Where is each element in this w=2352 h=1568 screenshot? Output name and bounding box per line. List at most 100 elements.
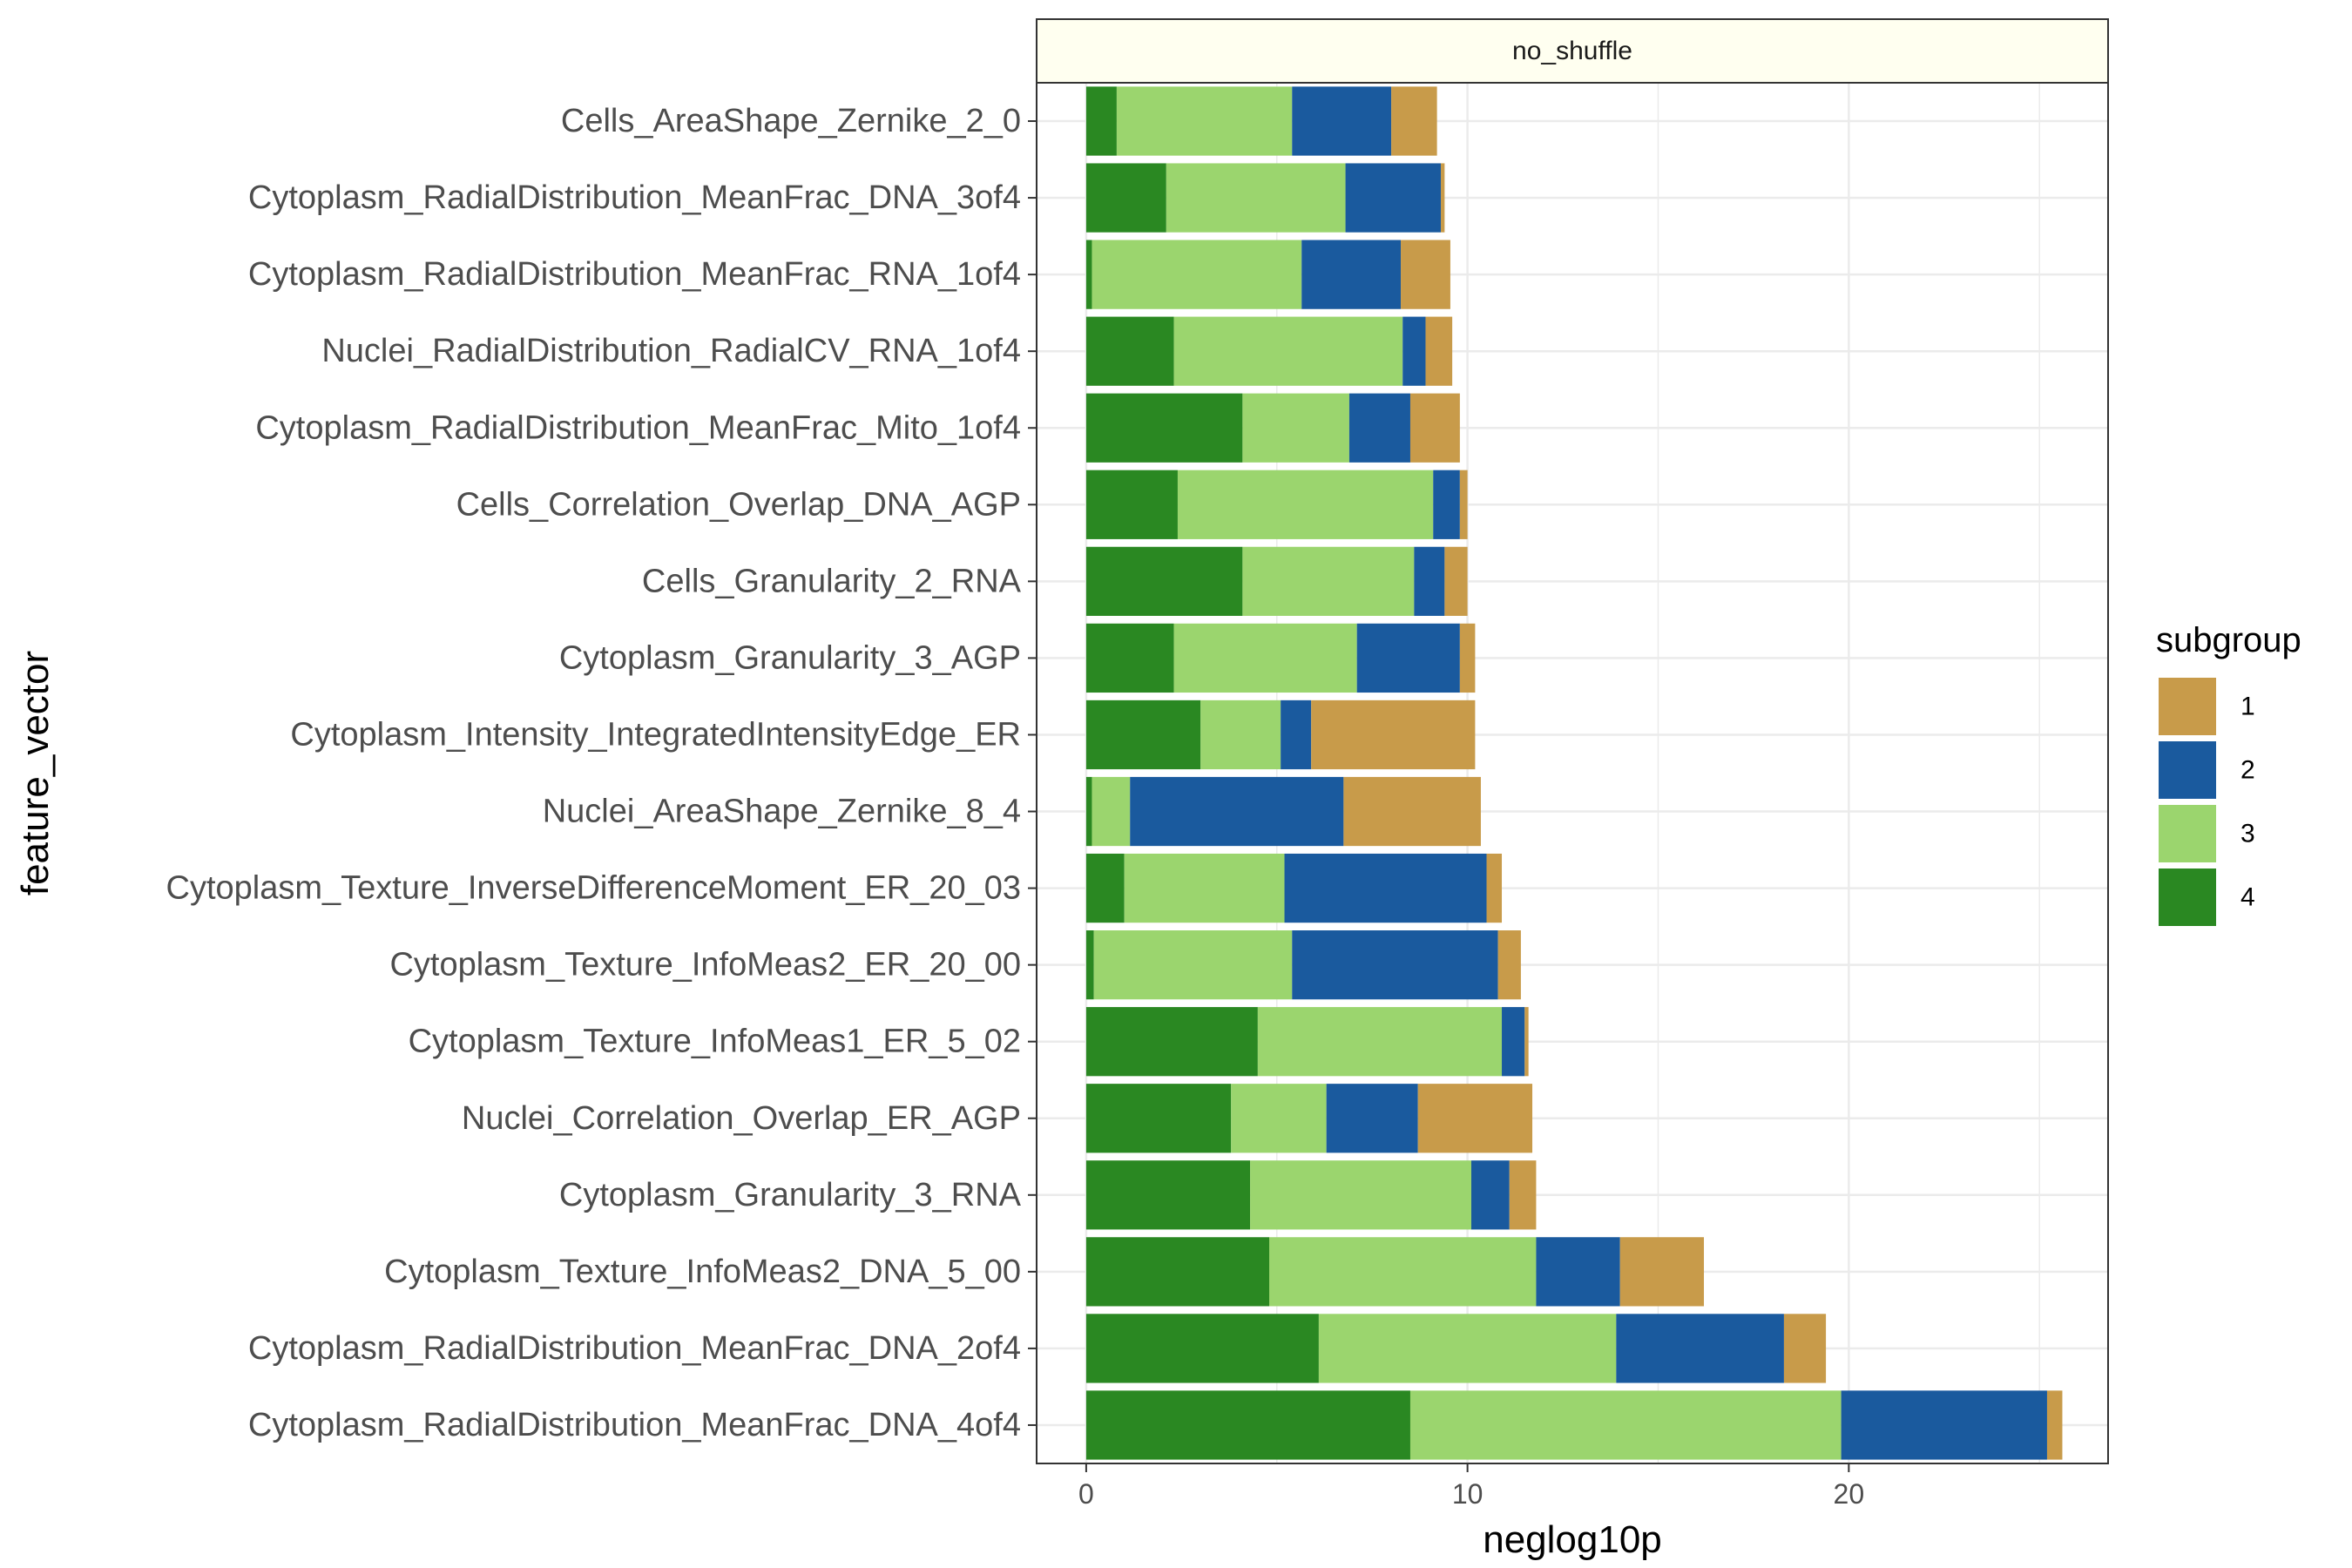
bar-segment-subgroup-4 (1085, 623, 1174, 693)
bar-segment-subgroup-4 (1085, 1084, 1232, 1153)
bar-segment-subgroup-2 (1414, 546, 1445, 616)
y-tick-label: Cells_Correlation_Overlap_DNA_AGP (456, 486, 1021, 523)
bar-segment-subgroup-1 (1440, 163, 1445, 233)
legend-key-2 (2159, 741, 2216, 799)
bar-segment-subgroup-1 (1619, 1237, 1705, 1307)
y-tick-label: Cytoplasm_Granularity_3_AGP (559, 639, 1021, 676)
bar-segment-subgroup-3 (1177, 470, 1434, 539)
y-tick-label: Cytoplasm_Texture_InverseDifferenceMomen… (166, 870, 1022, 907)
bar-segment-subgroup-1 (1509, 1160, 1537, 1230)
bar-segment-subgroup-1 (1425, 316, 1453, 386)
x-tick-label: 10 (1452, 1478, 1484, 1510)
bar-segment-subgroup-4 (1085, 1007, 1258, 1077)
y-axis: Cells_AreaShape_Zernike_2_0 Cytoplasm_Rad… (166, 103, 1037, 1443)
bar-segment-subgroup-1 (1497, 930, 1521, 1000)
bar-segment-subgroup-4 (1085, 470, 1178, 539)
bar-segment-subgroup-1 (1444, 546, 1468, 616)
legend-key-3 (2159, 805, 2216, 862)
bar-segment-subgroup-2 (1536, 1237, 1620, 1307)
legend-label: 1 (2240, 693, 2255, 721)
y-tick-label: Cytoplasm_RadialDistribution_MeanFrac_DN… (248, 179, 1021, 216)
bar-segment-subgroup-4 (1085, 930, 1094, 1000)
x-tick-label: 20 (1834, 1478, 1865, 1510)
bar-segment-subgroup-3 (1093, 930, 1293, 1000)
bar-segment-subgroup-2 (1281, 700, 1312, 770)
bar-segment-subgroup-1 (1391, 86, 1437, 156)
y-tick-label: Cytoplasm_RadialDistribution_MeanFrac_RN… (248, 256, 1021, 293)
bar-segment-subgroup-3 (1166, 163, 1346, 233)
bar-segment-subgroup-2 (1301, 240, 1402, 309)
legend-title: subgroup (2156, 621, 2301, 659)
facet-strip-label: no_shuffle (1512, 37, 1632, 65)
legend-key-1 (2159, 678, 2216, 735)
bar-segment-subgroup-1 (1459, 623, 1476, 693)
y-tick-label: Nuclei_AreaShape_Zernike_8_4 (543, 794, 1021, 830)
bars (1085, 86, 2063, 1460)
y-tick-label: Cytoplasm_Texture_InfoMeas1_ER_5_02 (409, 1024, 1021, 1060)
bar-segment-subgroup-3 (1200, 700, 1281, 770)
y-tick-label: Cytoplasm_Granularity_3_RNA (559, 1177, 1022, 1213)
facet-strip: no_shuffle (1036, 18, 2109, 84)
bar-segment-subgroup-2 (1356, 623, 1460, 693)
bar-segment-subgroup-4 (1085, 1160, 1251, 1230)
x-axis: 0 10 20 (1078, 1463, 1864, 1510)
y-tick-label: Cytoplasm_Intensity_IntegratedIntensityE… (290, 716, 1021, 753)
bar-segment-subgroup-3 (1242, 393, 1349, 463)
bar-segment-subgroup-3 (1250, 1160, 1472, 1230)
bar-segment-subgroup-1 (1524, 1007, 1529, 1077)
bar-segment-subgroup-4 (1085, 546, 1243, 616)
bar-segment-subgroup-1 (1486, 853, 1503, 923)
bar-segment-subgroup-4 (1085, 1390, 1410, 1460)
bar-segment-subgroup-3 (1173, 623, 1357, 693)
bar-segment-subgroup-1 (1409, 393, 1460, 463)
bar-segment-subgroup-3 (1257, 1007, 1503, 1077)
bar-segment-subgroup-2 (1616, 1314, 1784, 1383)
facet-strip-background (1036, 18, 2109, 84)
bar-segment-subgroup-4 (1085, 853, 1125, 923)
y-axis-title: feature_vector (14, 651, 57, 896)
bar-segment-subgroup-2 (1326, 1084, 1418, 1153)
legend-label: 2 (2240, 756, 2255, 785)
bar-segment-subgroup-2 (1841, 1390, 2047, 1460)
y-tick-label: Cytoplasm_RadialDistribution_MeanFrac_DN… (248, 1330, 1021, 1367)
bar-segment-subgroup-2 (1130, 776, 1344, 847)
bar-segment-subgroup-3 (1409, 1390, 1842, 1460)
bar-segment-subgroup-3 (1092, 776, 1131, 847)
bar-segment-subgroup-3 (1173, 316, 1403, 386)
bar-segment-subgroup-3 (1116, 86, 1293, 156)
legend-key-4 (2159, 868, 2216, 926)
bar-segment-subgroup-4 (1085, 776, 1092, 847)
bar-segment-subgroup-1 (1401, 240, 1450, 309)
bar-segment-subgroup-2 (1433, 470, 1460, 539)
legend: subgroup 1 2 3 4 (2156, 621, 2301, 926)
bar-segment-subgroup-3 (1124, 853, 1285, 923)
legend-label: 4 (2240, 883, 2255, 912)
bar-segment-subgroup-3 (1092, 240, 1302, 309)
bar-segment-subgroup-4 (1085, 393, 1243, 463)
bar-segment-subgroup-1 (1783, 1314, 1827, 1383)
bar-segment-subgroup-1 (1417, 1084, 1533, 1153)
bar-segment-subgroup-2 (1402, 316, 1426, 386)
bar-segment-subgroup-4 (1085, 240, 1092, 309)
bar-segment-subgroup-4 (1085, 700, 1201, 770)
x-tick-label: 0 (1078, 1478, 1094, 1510)
bar-segment-subgroup-1 (1311, 700, 1476, 770)
bar-segment-subgroup-3 (1242, 546, 1415, 616)
bar-segment-subgroup-1 (1459, 470, 1468, 539)
bar-segment-subgroup-2 (1292, 930, 1498, 1000)
y-tick-label: Cytoplasm_Texture_InfoMeas2_DNA_5_00 (384, 1254, 1021, 1290)
bar-segment-subgroup-1 (2046, 1390, 2063, 1460)
bar-segment-subgroup-4 (1085, 86, 1117, 156)
bar-segment-subgroup-2 (1284, 853, 1487, 923)
y-tick-label: Cytoplasm_RadialDistribution_MeanFrac_DN… (248, 1407, 1021, 1443)
y-tick-label: Cytoplasm_Texture_InfoMeas2_ER_20_00 (389, 947, 1021, 983)
bar-segment-subgroup-2 (1345, 163, 1441, 233)
bar-segment-subgroup-2 (1348, 393, 1410, 463)
bar-segment-subgroup-2 (1292, 86, 1392, 156)
bar-segment-subgroup-1 (1343, 776, 1481, 847)
x-axis-title: neglog10p (1483, 1518, 1662, 1561)
bar-segment-subgroup-4 (1085, 1314, 1319, 1383)
bar-segment-subgroup-4 (1085, 163, 1166, 233)
y-tick-label: Cells_AreaShape_Zernike_2_0 (561, 103, 1021, 139)
